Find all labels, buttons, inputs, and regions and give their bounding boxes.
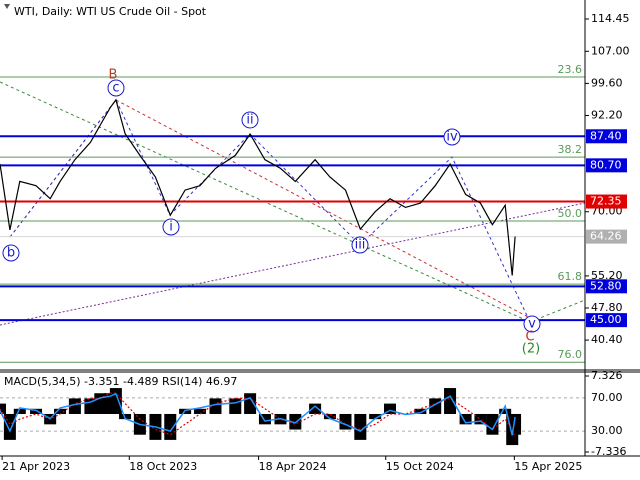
macd-bar — [459, 413, 472, 425]
macd-bar — [486, 413, 499, 435]
price-label-box — [586, 129, 627, 144]
macd-bar — [258, 413, 271, 425]
y-tick-label: 47.80 — [591, 301, 623, 314]
y-tick-label: 40.40 — [591, 333, 623, 346]
price-label: 52.80 — [590, 279, 622, 292]
macd-bar — [474, 413, 487, 425]
macd-bar — [384, 403, 396, 414]
x-tick-label: 18 Oct 2023 — [129, 460, 197, 473]
price-label-box — [586, 194, 627, 209]
macd-bar — [354, 413, 367, 440]
macd-bar — [68, 398, 81, 414]
macd-bar — [109, 388, 122, 414]
trend-line — [529, 299, 586, 323]
fib-label: 38.2 — [558, 143, 583, 156]
y2-tick-label: 30.00 — [591, 424, 623, 437]
y2-tick-label: 70.00 — [591, 391, 623, 404]
wave-label: iii — [355, 238, 366, 253]
macd-bar — [54, 408, 67, 414]
menu-icon — [4, 4, 10, 9]
price-label: 64.26 — [590, 230, 622, 243]
y-tick-label: 7.326 — [591, 369, 623, 382]
wave-label: ii — [246, 113, 253, 128]
fib-label: 61.8 — [558, 270, 583, 283]
macd-bar — [444, 388, 457, 414]
wave-label: b — [7, 246, 15, 261]
wave-circle — [241, 111, 259, 129]
chart-title: WTI, Daily: WTI US Crude Oil - Spot — [14, 5, 207, 18]
macd-bar — [414, 408, 427, 414]
y-tick-label: 55.20 — [591, 269, 623, 282]
macd-bar — [193, 408, 206, 414]
wave-label: C — [525, 330, 534, 345]
y-tick-label: 99.60 — [591, 76, 623, 89]
x-tick-label: 15 Apr 2025 — [514, 460, 582, 473]
wave-label: i — [169, 220, 173, 235]
wave-circle — [162, 218, 180, 236]
price-label-box — [586, 229, 627, 244]
wave-label: c — [112, 81, 119, 96]
wave-circle — [443, 128, 461, 146]
macd-bar — [323, 413, 336, 420]
macd-bar — [309, 403, 322, 414]
price-label-box — [586, 158, 627, 173]
macd-bar — [30, 408, 43, 414]
rsi-line — [0, 392, 516, 436]
wave-circle — [2, 244, 20, 262]
x-tick-label: 15 Oct 2024 — [386, 460, 454, 473]
macd-bar — [0, 403, 6, 414]
macd-bar — [509, 413, 522, 435]
macd-bar — [289, 413, 302, 430]
macd-bar — [3, 413, 16, 440]
price-label-box — [586, 313, 627, 328]
macd-bar — [499, 408, 512, 414]
wave-label: B — [109, 68, 118, 83]
price-label: 45.00 — [590, 313, 622, 326]
y-tick-label: 107.00 — [591, 44, 630, 57]
wave-label: iv — [446, 130, 458, 145]
wave-circle — [107, 79, 125, 97]
wave-label: (2) — [522, 342, 540, 357]
price-label: 80.70 — [590, 158, 622, 171]
price-line — [0, 98, 516, 276]
y-tick-label: -7.336 — [591, 445, 626, 458]
trend-line — [0, 202, 586, 326]
x-tick-label: 21 Apr 2023 — [2, 460, 70, 473]
price-label-box — [586, 279, 627, 294]
wave-circle — [351, 236, 369, 254]
wave-label: v — [528, 317, 536, 332]
fib-label: 23.6 — [558, 63, 583, 76]
fib-label: 76.0 — [558, 348, 583, 361]
macd-bar — [369, 413, 382, 420]
x-tick-label: 18 Apr 2024 — [259, 460, 327, 473]
y-tick-label: 92.20 — [591, 108, 623, 121]
wave-circle — [523, 315, 541, 333]
macd-bar — [164, 413, 177, 440]
price-label: 72.35 — [590, 195, 622, 208]
indicator-title: MACD(5,34,5) -3.351 -4.489 RSI(14) 46.97 — [4, 375, 237, 388]
fib-label: 50.0 — [558, 207, 583, 220]
y-tick-label: 114.45 — [591, 12, 630, 25]
price-label: 87.40 — [590, 129, 622, 142]
macd-bar — [13, 408, 26, 414]
